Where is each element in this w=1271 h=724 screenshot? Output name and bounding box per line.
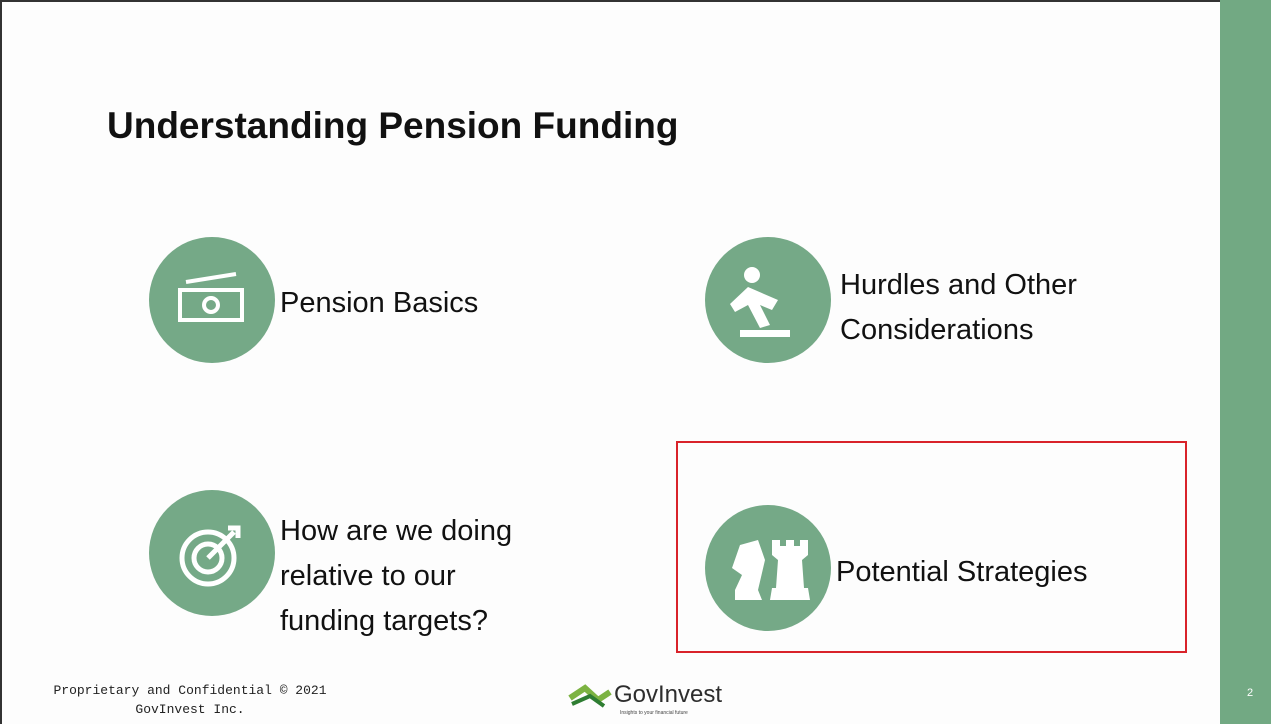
side-bar <box>1220 0 1271 724</box>
logo-mark <box>571 693 606 708</box>
item-label: Potential Strategies <box>836 556 1087 588</box>
page-number: 2 <box>1247 687 1253 699</box>
target-icon <box>179 525 241 587</box>
label-line: How are we doing <box>280 515 512 547</box>
label-line: relative to our <box>280 560 456 592</box>
chess-icon <box>732 540 810 600</box>
item-label: Pension Basics <box>280 287 478 319</box>
logo-mark <box>568 684 612 704</box>
logo-name: GovInvest <box>614 681 722 708</box>
slide-title: Understanding Pension Funding <box>107 105 678 146</box>
icon-circle <box>705 505 831 631</box>
footer-line: GovInvest Inc. <box>135 702 244 717</box>
item-label: How are we doing relative to our funding t… <box>280 515 512 637</box>
money-icon <box>178 272 244 322</box>
logo-tagline: Insights to your financial future <box>620 710 688 716</box>
highlight-box <box>676 441 1187 653</box>
item-label: Hurdles and Other Considerations <box>840 269 1077 346</box>
logo: GovInvest Insights to your financial fut… <box>568 681 722 716</box>
label-line: Potential Strategies <box>836 556 1087 588</box>
hurdle-icon <box>730 267 790 337</box>
footer-line: Proprietary and Confidential © 2021 <box>53 683 326 698</box>
label-line: Pension Basics <box>280 287 478 319</box>
label-line: funding targets? <box>280 605 488 637</box>
label-line: Hurdles and Other <box>840 269 1077 301</box>
label-line: Considerations <box>840 314 1033 346</box>
